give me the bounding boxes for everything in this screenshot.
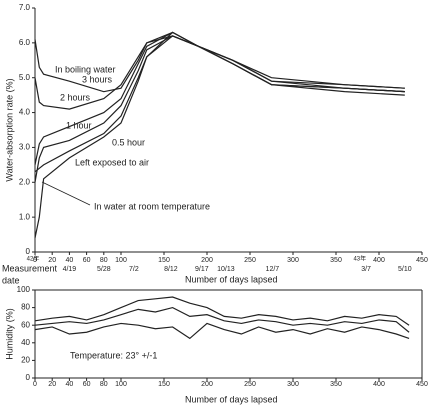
- y-tick-label: 4.0: [19, 108, 31, 117]
- annotation: In water at room temperature: [94, 201, 210, 211]
- x-tick-label: 200: [201, 257, 213, 264]
- y-tick-label: 6.0: [19, 38, 31, 47]
- x-axis-title: Number of days lapsed: [185, 394, 278, 404]
- y-tick-label: 3.0: [19, 143, 31, 152]
- x-tick-label: 400: [373, 257, 385, 264]
- y-tick-label: 0: [26, 247, 31, 256]
- annotation: Temperature: 23° +/-1: [70, 350, 157, 360]
- x-tick-label: 0: [33, 381, 37, 388]
- x-tick-label: 40: [66, 381, 74, 388]
- y-tick-label: 60: [21, 320, 30, 329]
- x-tick-label: 0: [33, 257, 37, 264]
- y-tick-label: 20: [21, 356, 30, 365]
- date-label: 9/17: [195, 266, 209, 273]
- series-line: [34, 31, 405, 239]
- date-label: 8/12: [164, 266, 178, 273]
- y-axis-title: Water-absorption rate (%): [4, 78, 14, 181]
- annotation: 2 hours: [60, 92, 91, 102]
- x-tick-label: 80: [100, 257, 108, 264]
- x-tick-label: 150: [158, 257, 170, 264]
- date-label: 3/7: [361, 266, 371, 273]
- x-tick-label: 300: [287, 257, 299, 264]
- annotation: Left exposed to air: [75, 157, 149, 167]
- y-tick-label: 40: [21, 338, 30, 347]
- date-label: 7/2: [129, 266, 139, 273]
- series-line: [34, 35, 405, 173]
- y-tick-label: 80: [21, 303, 30, 312]
- annotation: 1 hour: [66, 120, 92, 130]
- x-tick-label: 80: [100, 381, 108, 388]
- x-tick-label: 200: [201, 381, 213, 388]
- date-label: 4/19: [63, 266, 77, 273]
- y-tick-label: 0: [26, 373, 31, 382]
- x-tick-label: 400: [373, 381, 385, 388]
- leader-line: [41, 181, 91, 206]
- x-tick-label: 250: [244, 257, 256, 264]
- x-tick-label: 450: [416, 381, 428, 388]
- date-label: 10/13: [217, 266, 235, 273]
- x-tick-label: 350: [330, 257, 342, 264]
- x-tick-label: 250: [244, 381, 256, 388]
- y-tick-label: 2.0: [19, 177, 31, 186]
- year-label: 43年: [353, 255, 366, 263]
- annotation: 0.5 hour: [112, 137, 145, 147]
- series-line: [34, 322, 410, 340]
- annotation: 3 hours: [82, 74, 113, 84]
- x-tick-label: 60: [83, 257, 91, 264]
- y-tick-label: 5.0: [19, 73, 31, 82]
- x-axis-title: Number of days lapsed: [185, 274, 278, 284]
- x-tick-label: 100: [115, 381, 127, 388]
- annotation: In boiling water: [55, 64, 116, 74]
- x-tick-label: 60: [83, 381, 91, 388]
- x-tick-label: 300: [287, 381, 299, 388]
- date-axis-label: Measurement: [2, 263, 58, 273]
- x-tick-label: 450: [416, 257, 428, 264]
- series-line: [34, 296, 410, 326]
- series-line: [34, 35, 405, 93]
- x-tick-label: 100: [115, 257, 127, 264]
- date-axis-label: date: [2, 275, 20, 285]
- x-tick-label: 20: [48, 381, 56, 388]
- date-label: 5/28: [97, 266, 111, 273]
- date-label: 5/10: [398, 266, 412, 273]
- x-tick-label: 40: [66, 257, 74, 264]
- series-line: [34, 306, 410, 333]
- y-tick-label: 7.0: [19, 3, 31, 12]
- y-axis-title: Humidity (%): [4, 308, 14, 360]
- y-tick-label: 100: [17, 285, 31, 294]
- x-tick-label: 350: [330, 381, 342, 388]
- y-tick-label: 1.0: [19, 212, 31, 221]
- date-label: 12/7: [266, 266, 280, 273]
- year-label: 42年: [27, 255, 40, 263]
- x-tick-label: 150: [158, 381, 170, 388]
- x-tick-label: 20: [48, 257, 56, 264]
